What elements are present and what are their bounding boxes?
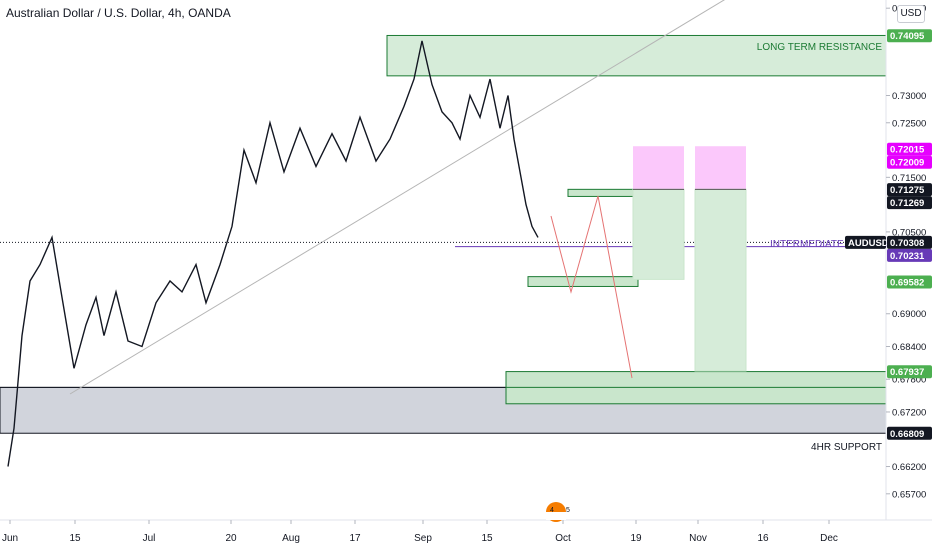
y-tick-label: 0.72500: [892, 118, 926, 129]
trend-line[interactable]: [69, 0, 734, 395]
price-tag-bg: [887, 365, 932, 379]
events-badge[interactable]: 4 5: [546, 502, 570, 522]
price-tag-label: 0.70231: [890, 251, 925, 262]
price-tag-label: 0.71275: [890, 185, 925, 196]
price-tag-label: 0.72009: [890, 158, 924, 169]
y-tick-label: 0.68400: [892, 342, 926, 353]
chart-title: Australian Dollar / U.S. Dollar, 4h, OAN…: [6, 6, 231, 20]
events-badge-left: 4: [550, 507, 554, 514]
price-tag-bg: [887, 142, 932, 156]
y-tick-label: 0.70500: [892, 227, 926, 238]
price-tag-bg: [887, 275, 932, 289]
time-axis[interactable]: Jun 15 Jul 20 Aug 17 Sep 15 Oct 19 Nov 16 Dec: [2, 520, 838, 544]
currency-button[interactable]: USD: [897, 5, 925, 23]
x-tick-label: Sep: [414, 533, 432, 544]
position-2-target[interactable]: [694, 188, 747, 372]
price-tag-label: 0.66809: [890, 429, 924, 440]
x-tick-label: 15: [481, 533, 493, 544]
label-intermediate-support: INTERMEDIATE SUPPORT: [770, 239, 895, 250]
y-tick-label: 0.66200: [892, 462, 926, 473]
price-tag-bg: [845, 235, 886, 249]
y-tick-label: 0.65700: [892, 489, 926, 500]
x-tick-label: Oct: [555, 533, 571, 544]
y-tick-label: 0.67800: [892, 375, 926, 386]
label-4hr-support: 4HR SUPPORT: [811, 442, 882, 453]
x-tick-label: 15: [69, 533, 81, 544]
price-series[interactable]: [7, 40, 539, 467]
price-tag-label: 0.72015: [890, 145, 925, 156]
price-tag-bg: [887, 235, 932, 249]
price-tag-bg: [887, 29, 932, 43]
y-tick-label: 0.69000: [892, 309, 926, 320]
label-long-term-resistance: LONG TERM RESISTANCE: [757, 42, 883, 53]
price-tag-label: 0.71269: [890, 198, 924, 209]
price-tag-label: AUDUSD: [848, 238, 889, 249]
x-tick-label: 19: [630, 533, 642, 544]
projection-path[interactable]: [550, 195, 633, 379]
x-tick-label: 16: [757, 533, 769, 544]
price-tag-bg: [887, 248, 932, 262]
price-tag-bg: [887, 155, 932, 169]
price-tag-bg: [887, 183, 932, 197]
events-badge-right: 5: [566, 507, 570, 514]
price-tag-label: 0.74095: [890, 31, 925, 42]
x-tick-label: Aug: [282, 533, 300, 544]
position-1-target[interactable]: [632, 188, 685, 280]
price-tag-label: 0.67937: [890, 367, 924, 378]
y-tick-label: 0.67200: [892, 407, 926, 418]
x-tick-label: 17: [349, 533, 361, 544]
y-tick-label: 0.73000: [892, 91, 926, 102]
x-tick-label: Jun: [2, 533, 18, 544]
position-2-stop[interactable]: [695, 146, 746, 190]
price-axis[interactable]: 0.746000.730000.725000.715000.705000.690…: [886, 4, 926, 501]
x-tick-label: Dec: [820, 533, 838, 544]
y-tick-label: 0.71500: [892, 173, 926, 184]
price-tag-bg: [887, 426, 932, 440]
x-tick-label: Nov: [689, 533, 707, 544]
entry-zone-lower[interactable]: [527, 276, 639, 287]
x-tick-label: Jul: [143, 533, 156, 544]
price-tag-bg: [887, 196, 932, 210]
position-1-stop[interactable]: [633, 146, 684, 190]
price-tag-label: 0.70308: [890, 238, 924, 249]
resistance-zone[interactable]: [386, 34, 887, 77]
x-tick-label: 20: [225, 533, 237, 544]
price-tags: 0.74095 0.72015 0.72009 0.71275 0.71269 AUDUS…: [845, 29, 932, 440]
price-tag-label: 0.69582: [890, 277, 924, 288]
